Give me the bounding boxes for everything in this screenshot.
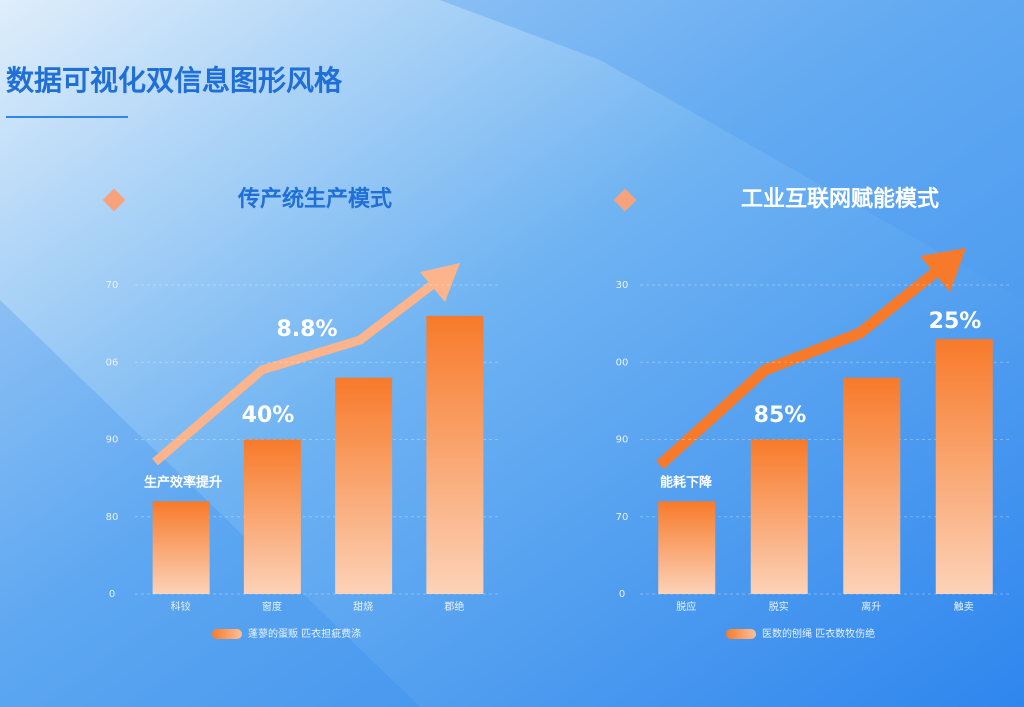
legend-label: 医数的刨绳 匹衣数牧伤绝: [762, 627, 875, 640]
trend-arrow: [152, 271, 448, 466]
x-tick-label: 窗度: [262, 600, 282, 613]
x-tick-label: 触卖: [954, 600, 974, 613]
x-tick-label: 甜烧: [353, 600, 373, 613]
bar: [335, 377, 393, 594]
x-tick-label: 郡绝: [444, 600, 464, 613]
x-tick-label: 脱应: [676, 600, 696, 613]
x-tick-label: 科铰: [171, 600, 191, 613]
y-tick-label: 30: [616, 280, 629, 291]
bar: [426, 315, 484, 594]
y-tick-label: 00: [616, 357, 629, 368]
y-tick-label: 70: [616, 512, 629, 523]
chart-title: 工业互联网赋能模式: [741, 186, 939, 212]
decor-shape: [440, 0, 1024, 300]
legend-label: 蓬蓼的蛋贩 匹衣担疵费涤: [248, 627, 361, 640]
bar: [152, 501, 210, 594]
page-title: 数据可视化双信息图形风格: [6, 64, 343, 97]
bullet: [102, 188, 126, 212]
y-tick-label: 06: [106, 357, 119, 368]
chart-title: 传产统生产模式: [237, 186, 392, 212]
arrow-head: [420, 263, 460, 302]
bar: [658, 501, 716, 594]
bar: [935, 339, 993, 594]
bar: [750, 439, 808, 594]
y-tick-label: 90: [616, 435, 629, 446]
annotation: 生产效率提升: [144, 475, 222, 491]
bar: [843, 377, 901, 594]
y-tick-label: 90: [106, 435, 119, 446]
annotation: 8.8%: [276, 317, 337, 342]
y-tick-label: 80: [106, 512, 119, 523]
y-tick-label: 0: [109, 589, 115, 600]
x-tick-label: 脱实: [769, 600, 789, 613]
annotation: 85%: [754, 403, 807, 428]
bar: [243, 439, 301, 594]
annotation: 能耗下降: [660, 475, 713, 491]
y-tick-label: 70: [106, 280, 119, 291]
annotation: 25%: [929, 309, 982, 334]
legend-swatch: [212, 629, 242, 639]
trend-arrow: [656, 257, 952, 470]
annotation: 40%: [242, 403, 295, 428]
x-tick-label: 离升: [861, 600, 881, 613]
legend-swatch: [726, 629, 756, 639]
arrow-head: [920, 248, 966, 292]
decor-shape: [0, 300, 420, 707]
y-tick-label: 0: [619, 589, 625, 600]
